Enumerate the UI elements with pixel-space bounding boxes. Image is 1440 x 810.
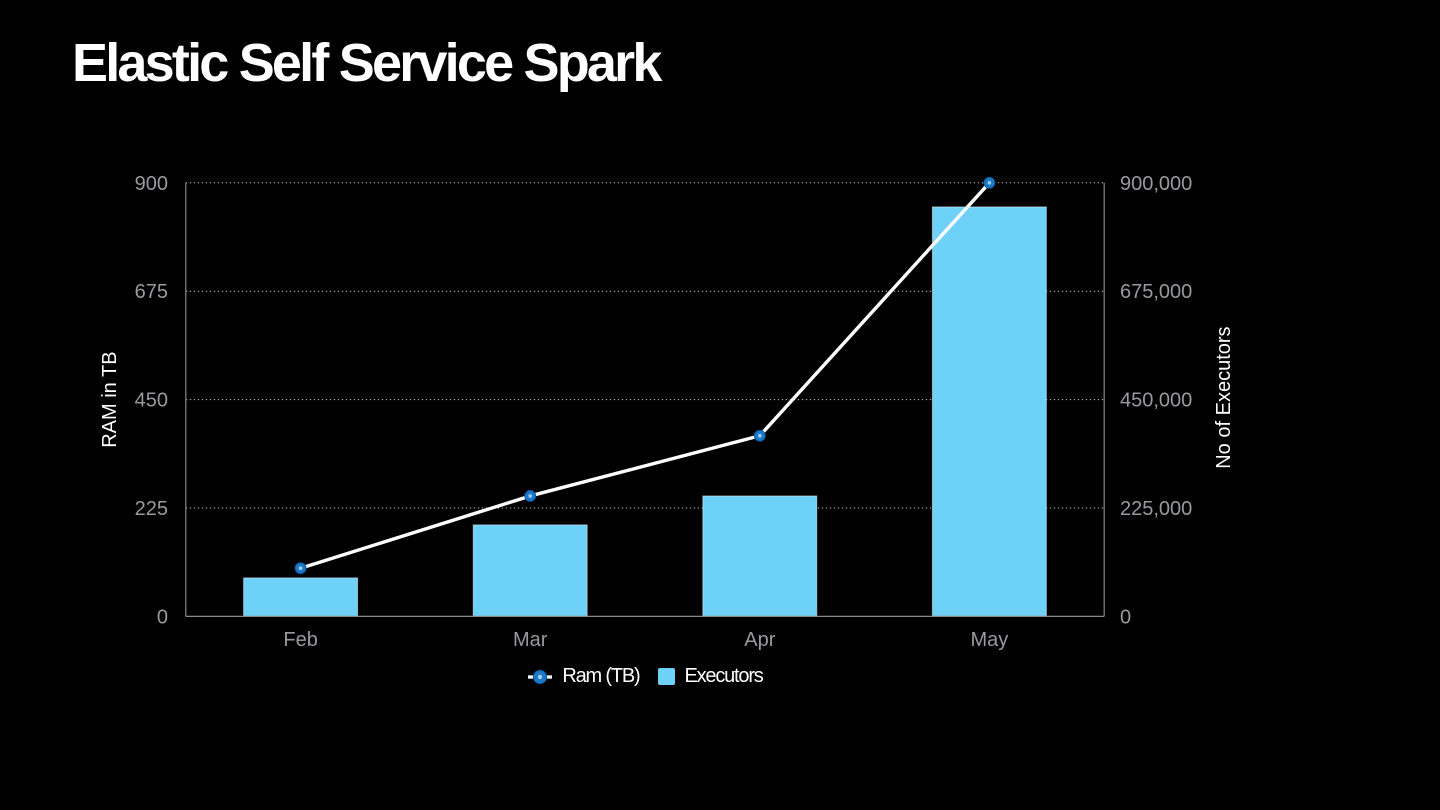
right-axis-tick-label: 450,000 [1120, 390, 1192, 412]
line-marker-icon [528, 669, 553, 684]
left-axis-tick-label: 675 [135, 281, 168, 303]
left-axis-tick-label: 225 [135, 498, 168, 520]
right-axis-tick-label: 675,000 [1120, 281, 1192, 303]
ram-point-apr [753, 429, 766, 442]
ram-line [298, 181, 992, 570]
point-marker-core-icon [298, 566, 303, 571]
bar-apr [702, 495, 818, 617]
bar-mar [472, 524, 588, 617]
bar-swatch-icon [658, 668, 676, 685]
legend-label-executors: Executors [684, 665, 763, 687]
right-axis-title: No of Executors [1213, 326, 1235, 468]
legend-item-executors: Executors [658, 665, 764, 688]
point-marker-core-icon [987, 181, 992, 185]
ram-point-mar [524, 490, 537, 502]
left-axis-tick-label: 450 [135, 390, 168, 412]
legend-label-ram: Ram (TB) [562, 665, 640, 687]
right-axis-tick-label: 0 [1120, 606, 1131, 628]
right-axis-tick-label: 900,000 [1120, 173, 1192, 195]
left-axis-title: RAM in TB [99, 351, 121, 447]
bar-may [931, 206, 1047, 617]
chart-legend: Ram (TB) Executors [0, 665, 1290, 688]
x-axis-label: Mar [513, 629, 548, 651]
slide-title: Elastic Self Service Spark [72, 33, 662, 93]
right-axis-tick-label: 225,000 [1120, 498, 1192, 520]
left-axis-tick-label: 0 [157, 606, 168, 628]
x-axis-label: Apr [744, 629, 775, 651]
x-axis-label: Feb [283, 629, 317, 651]
left-axis-tick-label: 900 [135, 173, 168, 195]
x-axis-label: May [971, 629, 1009, 651]
ram-point-feb [294, 562, 307, 575]
point-marker-core-icon [758, 433, 762, 438]
ram-point-may [983, 176, 996, 189]
point-marker-core-icon [528, 494, 532, 498]
bar-feb [243, 577, 359, 617]
legend-item-ram: Ram (TB) [527, 665, 641, 688]
legend-point-core-icon [538, 674, 543, 679]
